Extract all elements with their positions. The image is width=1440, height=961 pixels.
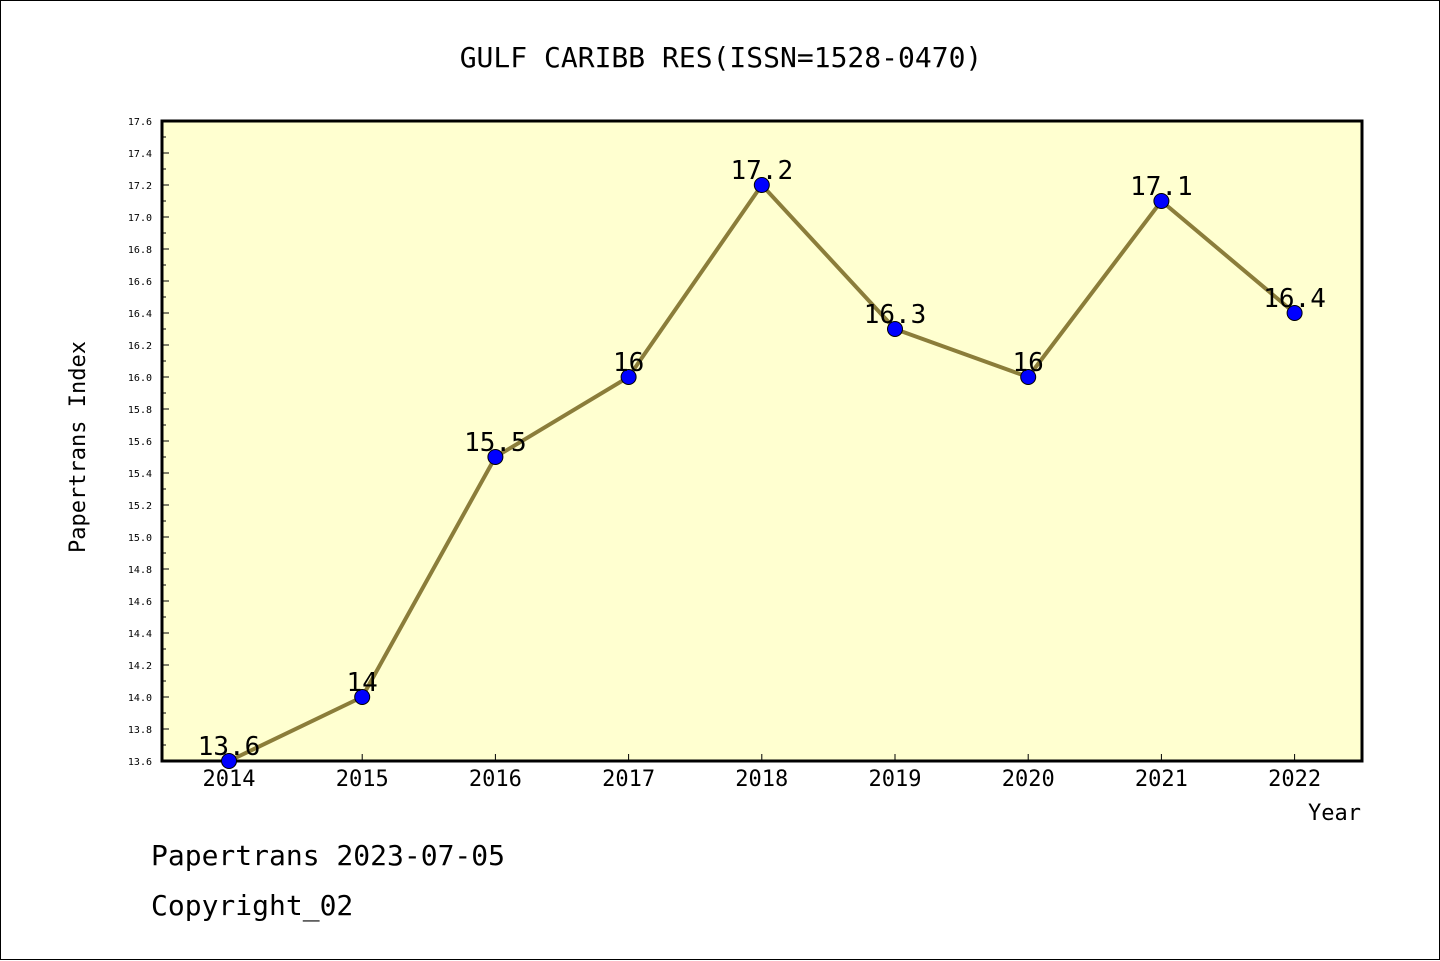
data-label: 16 [613, 348, 644, 378]
x-tick-label: 2018 [735, 767, 788, 792]
x-tick-label: 2021 [1135, 767, 1188, 792]
y-tick-label: 16.0 [128, 373, 152, 384]
y-tick-label: 14.2 [128, 661, 152, 672]
data-point [221, 753, 237, 769]
y-tick-label: 14.8 [128, 565, 152, 576]
data-label: 16.3 [864, 300, 927, 330]
footer-copyright: Copyright_02 [151, 889, 353, 923]
data-point [753, 177, 770, 193]
y-tick-label: 14.6 [128, 597, 152, 608]
y-tick-label: 17.0 [128, 213, 152, 224]
x-tick-label: 2016 [469, 767, 522, 792]
y-tick-label: 16.6 [128, 277, 152, 288]
y-tick-label: 15.4 [128, 469, 152, 480]
data-label: 13.6 [198, 732, 261, 762]
data-point [487, 449, 504, 465]
y-tick-label: 13.8 [128, 725, 152, 736]
data-point [1286, 305, 1303, 321]
x-tick-label: 2017 [602, 767, 655, 792]
y-tick-label: 14.4 [128, 629, 152, 640]
data-label: 17.2 [730, 156, 793, 186]
data-point [1153, 193, 1170, 209]
x-tick-label: 2020 [1002, 767, 1055, 792]
y-axis-label: Papertrans Index [66, 341, 91, 553]
x-tick-label: 2019 [869, 767, 922, 792]
y-tick-label: 15.2 [128, 501, 152, 512]
y-tick-label: 15.8 [128, 405, 152, 416]
y-tick-label: 13.6 [128, 757, 152, 768]
y-tick-label: 17.6 [128, 117, 152, 128]
data-label-group: 13.6 14 15.5 16 17.2 16.3 16 17.1 16.4 [198, 156, 1326, 762]
data-point [1020, 369, 1037, 385]
chart-title: GULF CARIBB RES(ISSN=1528-0470) [460, 41, 983, 74]
data-label: 16.4 [1263, 284, 1326, 314]
x-tick-label: 2015 [336, 767, 389, 792]
plot-area [160, 119, 1364, 763]
x-tick-label: 2022 [1268, 767, 1321, 792]
y-tick-label: 14.0 [128, 693, 152, 704]
footer-date: Papertrans 2023-07-05 [151, 839, 505, 872]
x-axis: 2014 2015 2016 2017 2018 2019 2020 2021 2022 [203, 754, 1321, 792]
y-tick-label: 17.2 [128, 181, 152, 192]
y-tick-label: 17.4 [128, 149, 152, 160]
x-axis-label: Year [1308, 801, 1361, 826]
y-tick-label: 15.0 [128, 533, 152, 544]
data-point [887, 321, 903, 337]
data-label: 17.1 [1130, 172, 1193, 202]
y-axis: 13.6 13.8 14.0 14.2 14.4 14.6 14.8 15.0 15.2 15.4… [128, 117, 169, 768]
data-label: 14 [347, 668, 378, 698]
y-tick-label: 16.4 [128, 309, 152, 320]
x-tick-label: 2014 [203, 767, 256, 792]
y-tick-label: 15.6 [128, 437, 152, 448]
data-label: 15.5 [464, 428, 527, 458]
y-tick-label: 16.2 [128, 341, 152, 352]
data-label: 16 [1013, 348, 1044, 378]
data-point [354, 689, 371, 705]
series-line-group [221, 177, 1303, 769]
y-tick-label: 16.8 [128, 245, 152, 256]
data-point [620, 369, 637, 385]
